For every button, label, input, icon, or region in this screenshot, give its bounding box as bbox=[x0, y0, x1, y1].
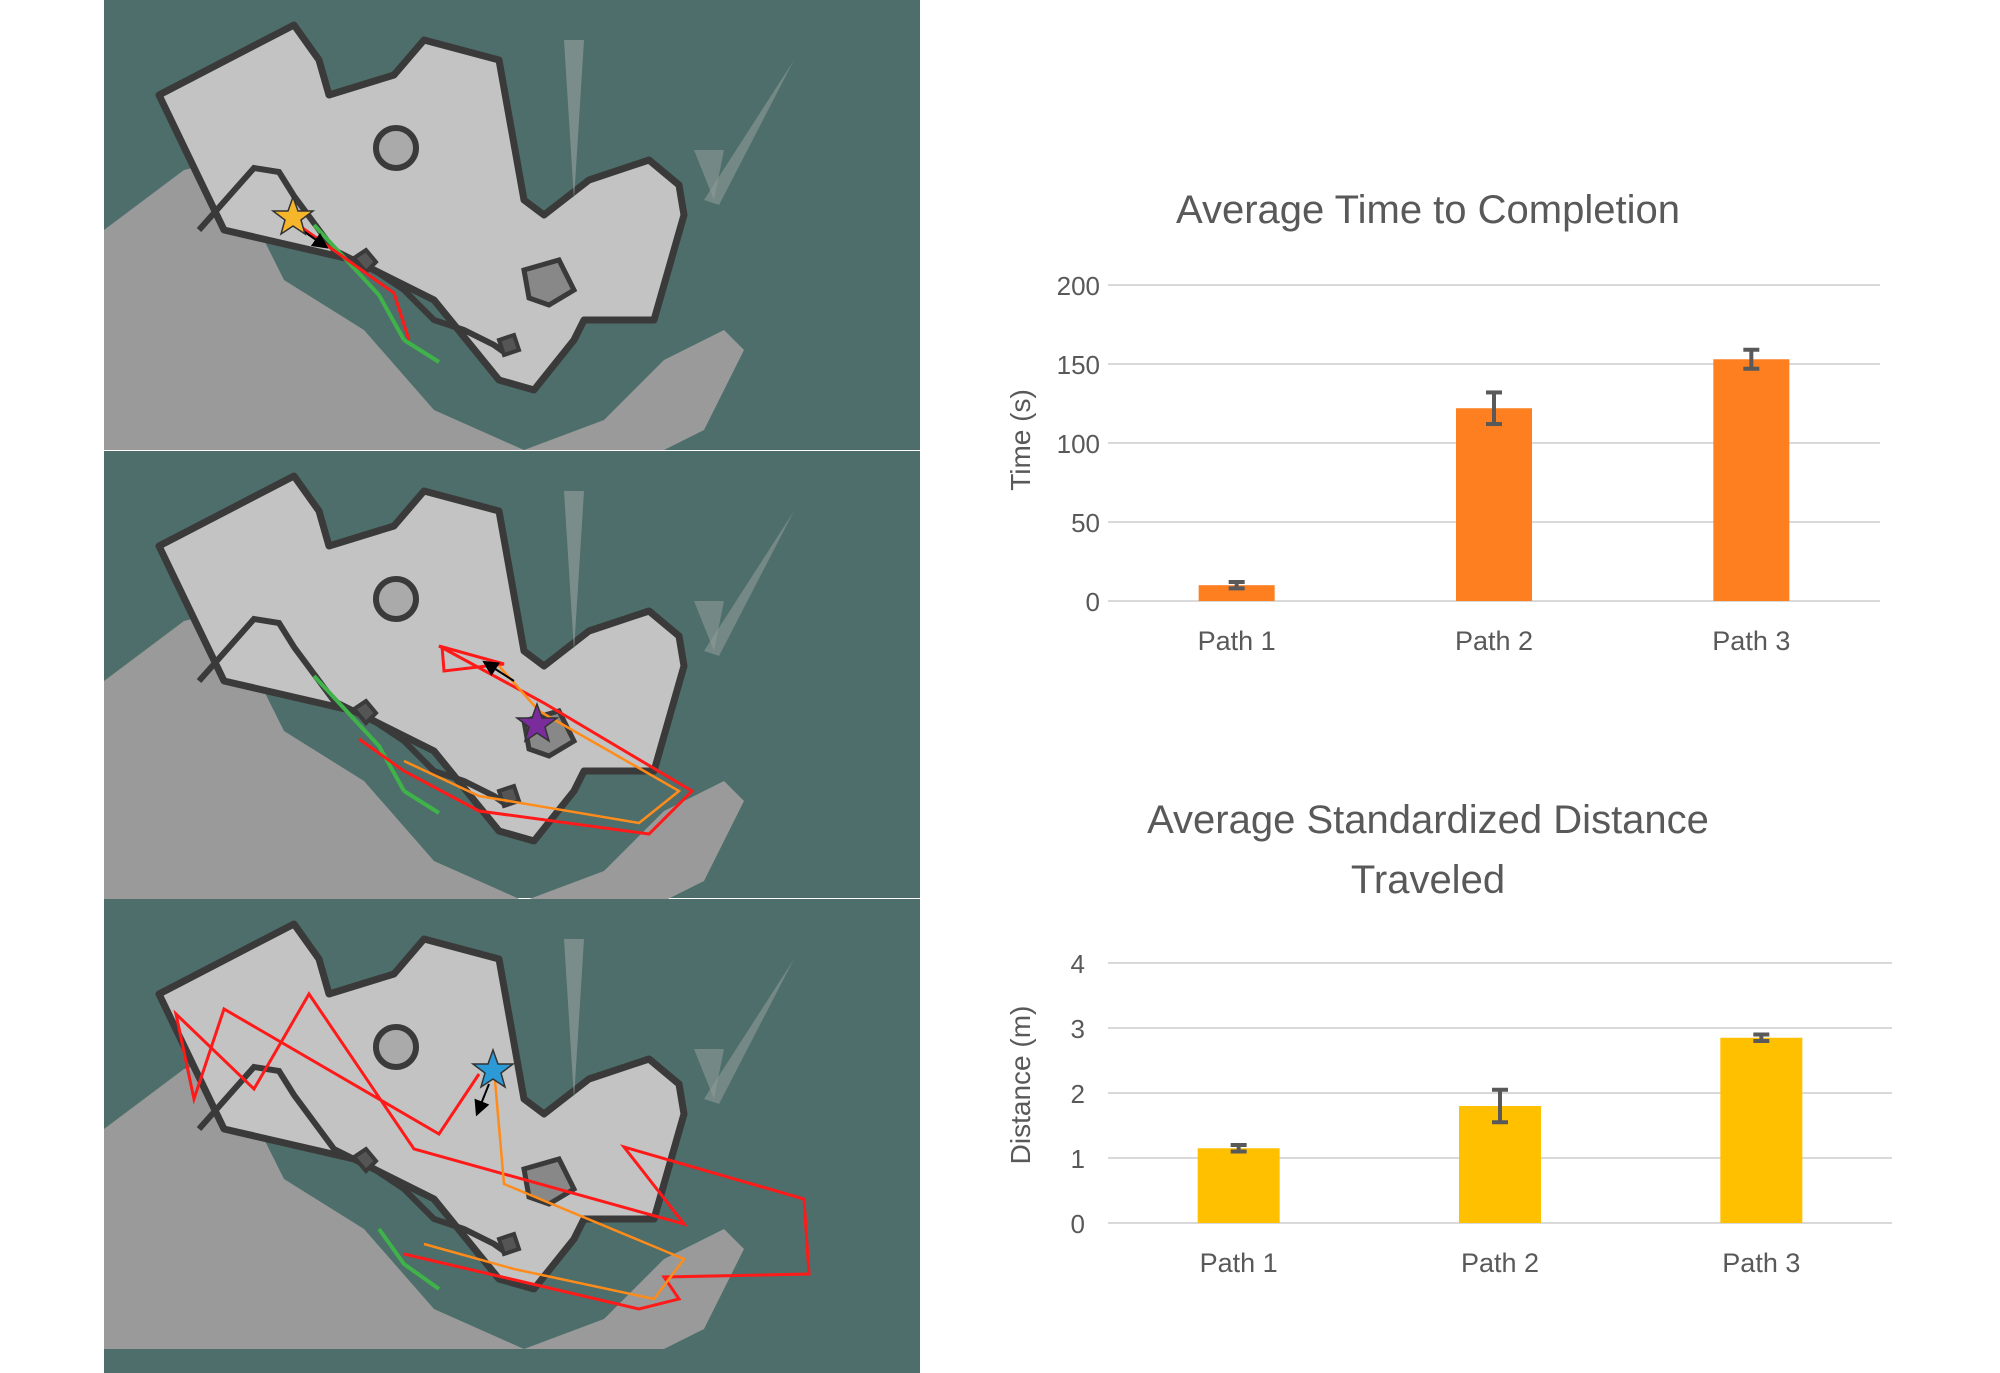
map-panels bbox=[104, 0, 920, 1373]
y-tick-label: 4 bbox=[1071, 949, 1085, 979]
error-bar bbox=[1228, 580, 1245, 591]
x-tick-label: Path 2 bbox=[1455, 626, 1533, 656]
chart-title-distance-line1: Average Standardized Distance bbox=[1147, 798, 1709, 842]
bar bbox=[1720, 1037, 1803, 1223]
map-panel-3 bbox=[104, 899, 920, 1373]
error-bar bbox=[1492, 1087, 1508, 1125]
error-bar bbox=[1230, 1143, 1247, 1154]
y-tick-label: 3 bbox=[1071, 1014, 1085, 1044]
error-bar bbox=[1743, 347, 1760, 371]
x-tick-label: Path 3 bbox=[1712, 626, 1790, 656]
distance-chart: Average Standardized Distance Traveled D… bbox=[1005, 798, 1892, 1278]
bar bbox=[1459, 1106, 1541, 1223]
bar bbox=[1713, 359, 1790, 601]
chart-title-time: Average Time to Completion bbox=[1176, 188, 1680, 232]
star-purple-icon bbox=[514, 701, 560, 743]
y-axis-label-distance: Distance (m) bbox=[1005, 1006, 1036, 1165]
y-tick-label: 150 bbox=[1057, 350, 1100, 380]
y-tick-label: 1 bbox=[1071, 1144, 1085, 1174]
map-panel-2 bbox=[104, 451, 920, 901]
error-bar bbox=[1753, 1032, 1770, 1043]
bar bbox=[1197, 1148, 1280, 1223]
time-chart: Average Time to Completion Time (s) 0 50 1… bbox=[1005, 188, 1880, 656]
star-blue-icon bbox=[470, 1047, 516, 1089]
error-bar bbox=[1486, 390, 1502, 427]
y-tick-label: 50 bbox=[1071, 508, 1100, 538]
map-panel-1 bbox=[104, 0, 920, 450]
x-tick-label: Path 1 bbox=[1200, 1248, 1278, 1278]
star-yellow-icon bbox=[270, 194, 316, 236]
chart-title-distance-line2: Traveled bbox=[1351, 858, 1505, 902]
x-tick-label: Path 2 bbox=[1461, 1248, 1539, 1278]
bar bbox=[1456, 408, 1532, 601]
x-tick-label: Path 3 bbox=[1722, 1248, 1800, 1278]
y-tick-label: 100 bbox=[1057, 429, 1100, 459]
x-tick-label: Path 1 bbox=[1198, 626, 1276, 656]
y-axis-label-time: Time (s) bbox=[1005, 389, 1036, 491]
bar bbox=[1198, 585, 1275, 601]
y-tick-label: 0 bbox=[1086, 587, 1100, 617]
y-tick-label: 2 bbox=[1071, 1079, 1085, 1109]
y-tick-label: 0 bbox=[1071, 1209, 1085, 1239]
y-tick-label: 200 bbox=[1057, 271, 1100, 301]
